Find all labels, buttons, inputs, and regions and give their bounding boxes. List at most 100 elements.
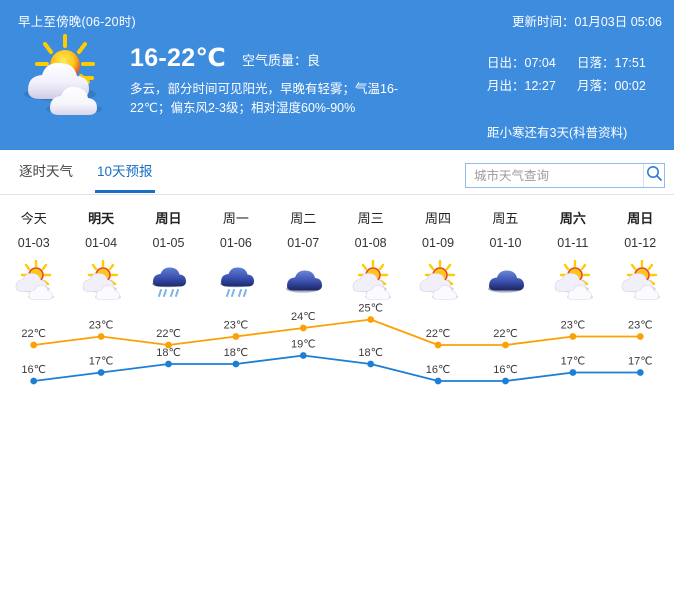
data-point[interactable] — [502, 341, 509, 349]
forecast-day-column[interactable]: 周日 01-12 — [607, 194, 674, 300]
data-point-label: 22℃ — [156, 328, 181, 340]
data-point-label: 22℃ — [426, 328, 451, 340]
cloudy-icon — [280, 260, 326, 300]
tab-hourly-weather[interactable]: 逐时天气 — [19, 164, 73, 179]
data-point-label: 16℃ — [493, 364, 518, 376]
data-point[interactable] — [165, 341, 172, 349]
day-name: 周四 — [425, 211, 452, 226]
temperature-range: 16-22℃ — [130, 44, 227, 72]
forecast-day-column[interactable]: 周四 01-09 — [404, 194, 471, 300]
data-point-label: 18℃ — [224, 347, 249, 359]
day-name: 周日 — [627, 211, 654, 226]
data-point-label: 17℃ — [628, 356, 653, 368]
data-point[interactable] — [367, 360, 375, 368]
data-point-label: 18℃ — [358, 347, 383, 359]
day-date: 01-07 — [287, 236, 320, 250]
data-point[interactable] — [165, 360, 172, 368]
data-point[interactable] — [232, 360, 240, 368]
data-point[interactable] — [299, 352, 307, 359]
temperature-line-high — [32, 318, 642, 346]
day-date: 01-06 — [219, 236, 252, 250]
day-name: 周五 — [492, 211, 519, 226]
day-name: 明天 — [88, 211, 115, 226]
forecast-day-column[interactable]: 周日 01-05 — [135, 194, 202, 300]
data-point-label: 23℃ — [628, 320, 653, 332]
search-input[interactable] — [466, 164, 643, 187]
partly-cloudy-icon — [617, 259, 663, 300]
data-point-label: 22℃ — [21, 328, 46, 340]
weather-header: 早上至傍晚(06-20时) 更新时间：01月03日 05:06 — [0, 0, 674, 150]
moonrise-label: 月出：12:27 — [487, 79, 556, 93]
solar-term-link[interactable]: 距小寒还有3天(科普资料) — [487, 126, 628, 140]
day-date: 01-10 — [489, 236, 522, 250]
rain-icon — [213, 260, 259, 300]
data-point[interactable] — [299, 324, 307, 332]
data-point[interactable] — [232, 333, 240, 340]
day-name: 周日 — [155, 211, 182, 226]
partly-cloudy-icon — [348, 259, 394, 300]
data-point-label: 23℃ — [561, 320, 586, 332]
tab-ten-day-forecast[interactable]: 10天预报 — [95, 150, 155, 193]
data-point[interactable] — [97, 369, 105, 376]
day-date: 01-09 — [422, 236, 455, 250]
forecast-day-column[interactable]: 周六 01-11 — [539, 194, 606, 300]
data-point-label: 24℃ — [291, 311, 316, 323]
sunrise-label: 日出：07:04 — [487, 56, 556, 70]
update-time-label: 更新时间：01月03日 05:06 — [511, 15, 662, 29]
data-point[interactable] — [434, 341, 442, 349]
forecast-day-column[interactable]: 周二 01-07 — [270, 194, 337, 300]
day-date: 01-08 — [354, 236, 387, 250]
data-point-label: 23℃ — [224, 320, 249, 332]
data-point-label: 22℃ — [493, 328, 518, 340]
forecast-columns: 今天 01-03 — [0, 194, 674, 300]
rain-icon — [145, 260, 191, 300]
day-name: 今天 — [20, 211, 47, 226]
forecast-day-column[interactable]: 明天 01-04 — [67, 194, 134, 300]
day-date: 01-11 — [557, 236, 589, 250]
data-point-label: 16℃ — [426, 364, 451, 376]
day-name: 周二 — [290, 211, 317, 226]
day-name: 周三 — [357, 211, 384, 226]
weather-description: 多云，部分时间可见阳光，早晚有轻雾；气温16-22℃；偏东风2-3级；相对湿度6… — [130, 82, 399, 116]
forecast-day-column[interactable]: 周一 01-06 — [202, 194, 269, 300]
sunset-label: 日落：17:51 — [577, 56, 646, 70]
period-label: 早上至傍晚(06-20时) — [18, 15, 136, 29]
forecast-grid: 今天 01-03 — [0, 194, 674, 415]
data-point-label: 17℃ — [89, 356, 114, 368]
current-conditions: 16-22℃ 空气质量：良 多云，部分时间可见阳光，早晚有轻雾；气温16-22℃… — [130, 46, 430, 119]
data-point-label: 23℃ — [89, 320, 114, 332]
weather-forecast-page: 早上至傍晚(06-20时) 更新时间：01月03日 05:06 — [0, 0, 674, 415]
data-point[interactable] — [30, 341, 38, 349]
data-point[interactable] — [97, 333, 105, 340]
data-point-label: 19℃ — [291, 339, 316, 351]
temperature-line-low — [32, 354, 642, 382]
data-point-label: 25℃ — [358, 303, 383, 315]
forecast-day-column[interactable]: 今天 01-03 — [0, 194, 67, 300]
partly-cloudy-icon — [11, 259, 57, 300]
search-button[interactable] — [643, 164, 664, 187]
data-point[interactable] — [636, 369, 644, 376]
day-name: 周六 — [559, 211, 586, 226]
partly-cloudy-icon — [78, 259, 124, 300]
day-date: 01-04 — [85, 236, 118, 250]
day-date: 01-03 — [17, 236, 50, 250]
data-point[interactable] — [30, 377, 38, 385]
data-point-label: 17℃ — [561, 356, 586, 368]
cloudy-icon — [482, 260, 528, 300]
air-quality-label: 空气质量：良 — [242, 53, 321, 68]
data-point-label: 16℃ — [21, 364, 46, 376]
data-point[interactable] — [636, 333, 644, 340]
data-point-label: 18℃ — [156, 347, 181, 359]
day-name: 周一 — [222, 211, 249, 226]
data-point[interactable] — [434, 377, 442, 385]
forecast-day-column[interactable]: 周五 01-10 — [472, 194, 539, 300]
data-point[interactable] — [569, 333, 577, 340]
forecast-day-column[interactable]: 周三 01-08 — [337, 194, 404, 300]
data-point[interactable] — [367, 316, 375, 323]
city-search-box[interactable] — [465, 163, 665, 188]
partly-cloudy-icon — [550, 259, 596, 300]
moonset-label: 月落：00:02 — [577, 79, 646, 93]
data-point[interactable] — [569, 369, 577, 376]
day-date: 01-05 — [152, 236, 185, 250]
data-point[interactable] — [502, 377, 509, 385]
